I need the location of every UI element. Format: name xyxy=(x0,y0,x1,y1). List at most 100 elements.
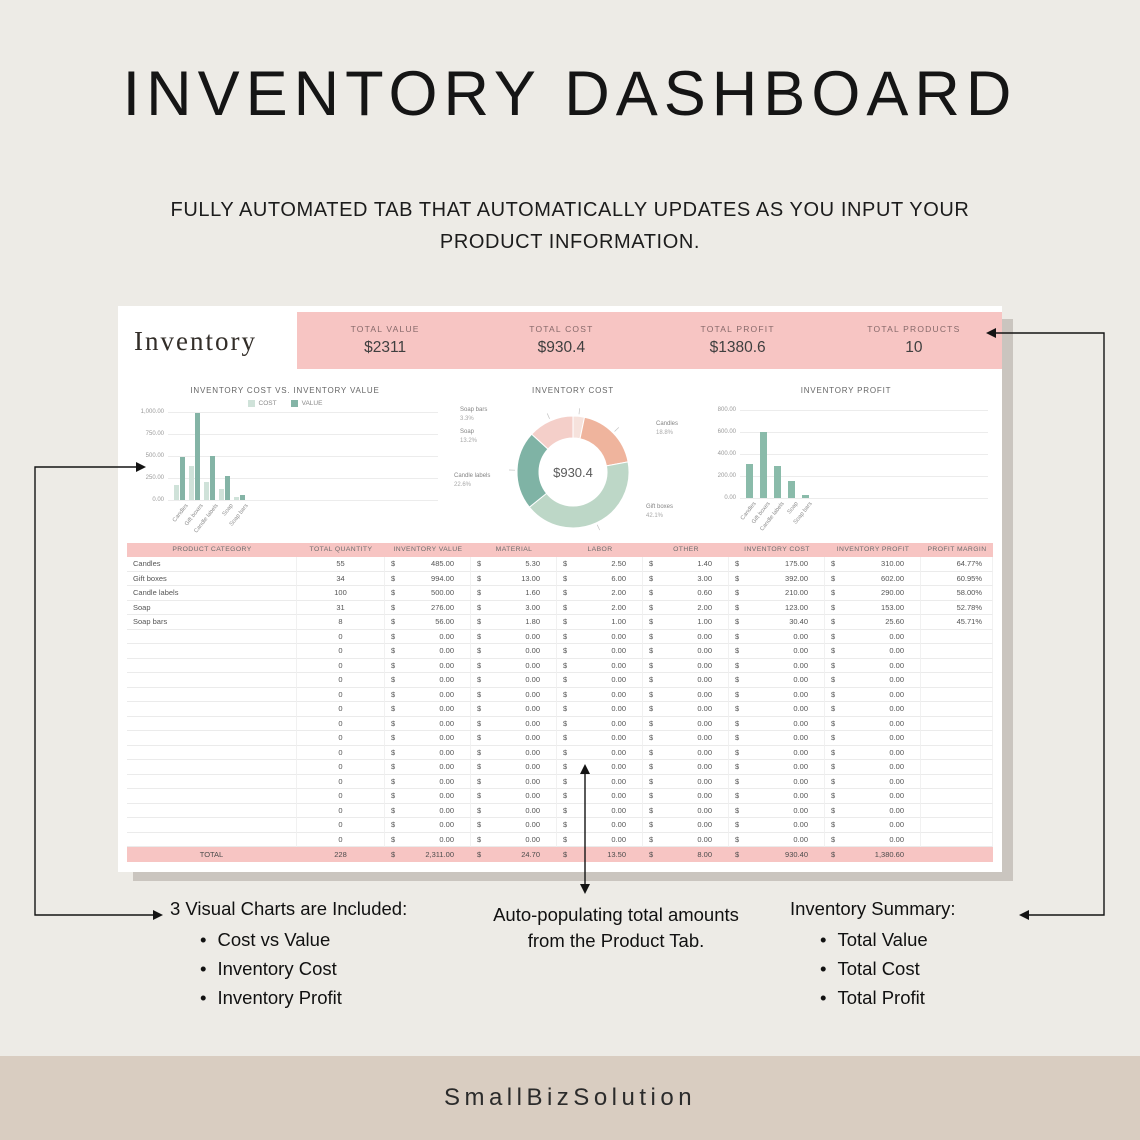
table-row-empty: 0 $0.00 $0.00 $0.00 $0.00 $0.00 $0.00 xyxy=(127,629,993,644)
amount: 0.00 xyxy=(793,733,808,742)
currency-sign: $ xyxy=(735,805,740,815)
amount: 0.00 xyxy=(697,689,712,699)
amount: 0.00 xyxy=(611,820,626,829)
currency-sign: $ xyxy=(391,733,396,742)
amount: 0.00 xyxy=(889,820,904,829)
amount: 276.00 xyxy=(431,602,454,612)
currency-sign: $ xyxy=(477,762,482,771)
y-axis-tick: 500.00 xyxy=(145,453,164,459)
table-cell xyxy=(127,673,297,688)
table-cell: $602.00 xyxy=(825,571,921,586)
arrowhead xyxy=(580,884,590,894)
amount: 0.00 xyxy=(611,646,626,655)
amount: 0.00 xyxy=(611,834,626,844)
currency-sign: $ xyxy=(735,631,740,641)
amount: 1.80 xyxy=(525,617,540,626)
bar-soap xyxy=(219,489,224,500)
amount: 0.00 xyxy=(439,660,454,670)
donut-slice-soap xyxy=(530,415,574,450)
currency-sign: $ xyxy=(391,805,396,815)
table-cell xyxy=(921,716,993,731)
amount: 0.00 xyxy=(697,631,712,641)
table-cell: $1.60 xyxy=(471,586,557,601)
amount: 0.00 xyxy=(697,718,712,728)
table-cell xyxy=(921,702,993,717)
currency-sign: $ xyxy=(735,776,740,786)
amount: 0.00 xyxy=(525,631,540,641)
currency-sign: $ xyxy=(735,704,740,713)
table-cell: $1.00 xyxy=(557,615,643,630)
table-cell: $0.00 xyxy=(471,673,557,688)
amount: 6.00 xyxy=(611,573,626,583)
amount: 0.00 xyxy=(793,805,808,815)
table-cell: $3.00 xyxy=(471,600,557,615)
stat-label: TOTAL COST xyxy=(529,324,594,334)
bar-candle-labels xyxy=(210,456,215,500)
table-cell xyxy=(127,774,297,789)
amount: 2,311.00 xyxy=(425,850,454,859)
amount: 0.00 xyxy=(611,776,626,786)
currency-sign: $ xyxy=(563,747,568,757)
footer-bar: SmallBizSolution xyxy=(0,1056,1140,1140)
amount: 0.00 xyxy=(697,805,712,815)
amount: 13.00 xyxy=(521,573,540,583)
table-row: Candles 55 $485.00 $5.30 $2.50 $1.40 $175.00 $3… xyxy=(127,557,993,572)
table-cell: $30.40 xyxy=(729,615,825,630)
table-total-row: TOTAL 228 $2,311.00 $24.70 $13.50 $8.00 $930.4… xyxy=(127,847,993,862)
table-row-empty: 0 $0.00 $0.00 $0.00 $0.00 $0.00 $0.00 xyxy=(127,789,993,804)
currency-sign: $ xyxy=(649,850,654,859)
legend-swatch-cost xyxy=(247,399,255,407)
table-cell: $0.00 xyxy=(385,658,471,673)
currency-sign: $ xyxy=(477,588,482,597)
amount: 0.00 xyxy=(889,689,904,699)
table-cell: $0.00 xyxy=(471,774,557,789)
annotation-item: Total Profit xyxy=(820,987,956,1009)
slice-label-pct: 22.6% xyxy=(454,482,472,488)
table-cell: $1,380.60 xyxy=(825,847,921,862)
amount: 1.60 xyxy=(525,588,540,597)
currency-sign: $ xyxy=(563,850,568,859)
donut-slice-label: Gift boxes 42.1% xyxy=(646,503,673,521)
amount: 0.00 xyxy=(439,834,454,844)
currency-sign: $ xyxy=(735,675,740,684)
table-cell: $0.00 xyxy=(825,658,921,673)
table-cell xyxy=(127,803,297,818)
amount: 30.40 xyxy=(789,617,808,626)
table-cell: $2,311.00 xyxy=(385,847,471,862)
amount: 0.00 xyxy=(697,660,712,670)
table-cell: 0 xyxy=(297,832,385,847)
table-cell xyxy=(921,818,993,833)
amount: 2.00 xyxy=(611,602,626,612)
currency-sign: $ xyxy=(735,791,740,800)
amount: 0.00 xyxy=(697,776,712,786)
legend-label: VALUE xyxy=(301,399,323,407)
table-row-empty: 0 $0.00 $0.00 $0.00 $0.00 $0.00 $0.00 xyxy=(127,774,993,789)
table-cell: $0.00 xyxy=(729,658,825,673)
currency-sign: $ xyxy=(649,805,654,815)
table-cell: $0.00 xyxy=(643,658,729,673)
table-cell: 45.71% xyxy=(921,615,993,630)
table-cell: $0.00 xyxy=(557,673,643,688)
gridline xyxy=(168,478,438,479)
currency-sign: $ xyxy=(831,850,836,859)
table-cell: $8.00 xyxy=(643,847,729,862)
gridline xyxy=(740,454,988,455)
slice-label-pct: 13.2% xyxy=(460,438,478,444)
table-cell xyxy=(127,789,297,804)
table-row-empty: 0 $0.00 $0.00 $0.00 $0.00 $0.00 $0.00 xyxy=(127,760,993,775)
table-cell: $0.00 xyxy=(825,731,921,746)
amount: 0.00 xyxy=(525,733,540,742)
currency-sign: $ xyxy=(735,820,740,829)
currency-sign: $ xyxy=(831,588,836,597)
amount: 0.00 xyxy=(525,747,540,757)
y-axis-tick: 600.00 xyxy=(717,429,736,435)
table-cell: $5.30 xyxy=(471,557,557,572)
currency-sign: $ xyxy=(563,689,568,699)
table-cell: $0.00 xyxy=(825,789,921,804)
table-cell: $0.00 xyxy=(557,760,643,775)
chart-title: INVENTORY COST xyxy=(532,386,614,395)
donut-center-label: $930.4 xyxy=(553,465,593,480)
bar-soap xyxy=(225,475,230,500)
table-cell: $0.00 xyxy=(825,745,921,760)
